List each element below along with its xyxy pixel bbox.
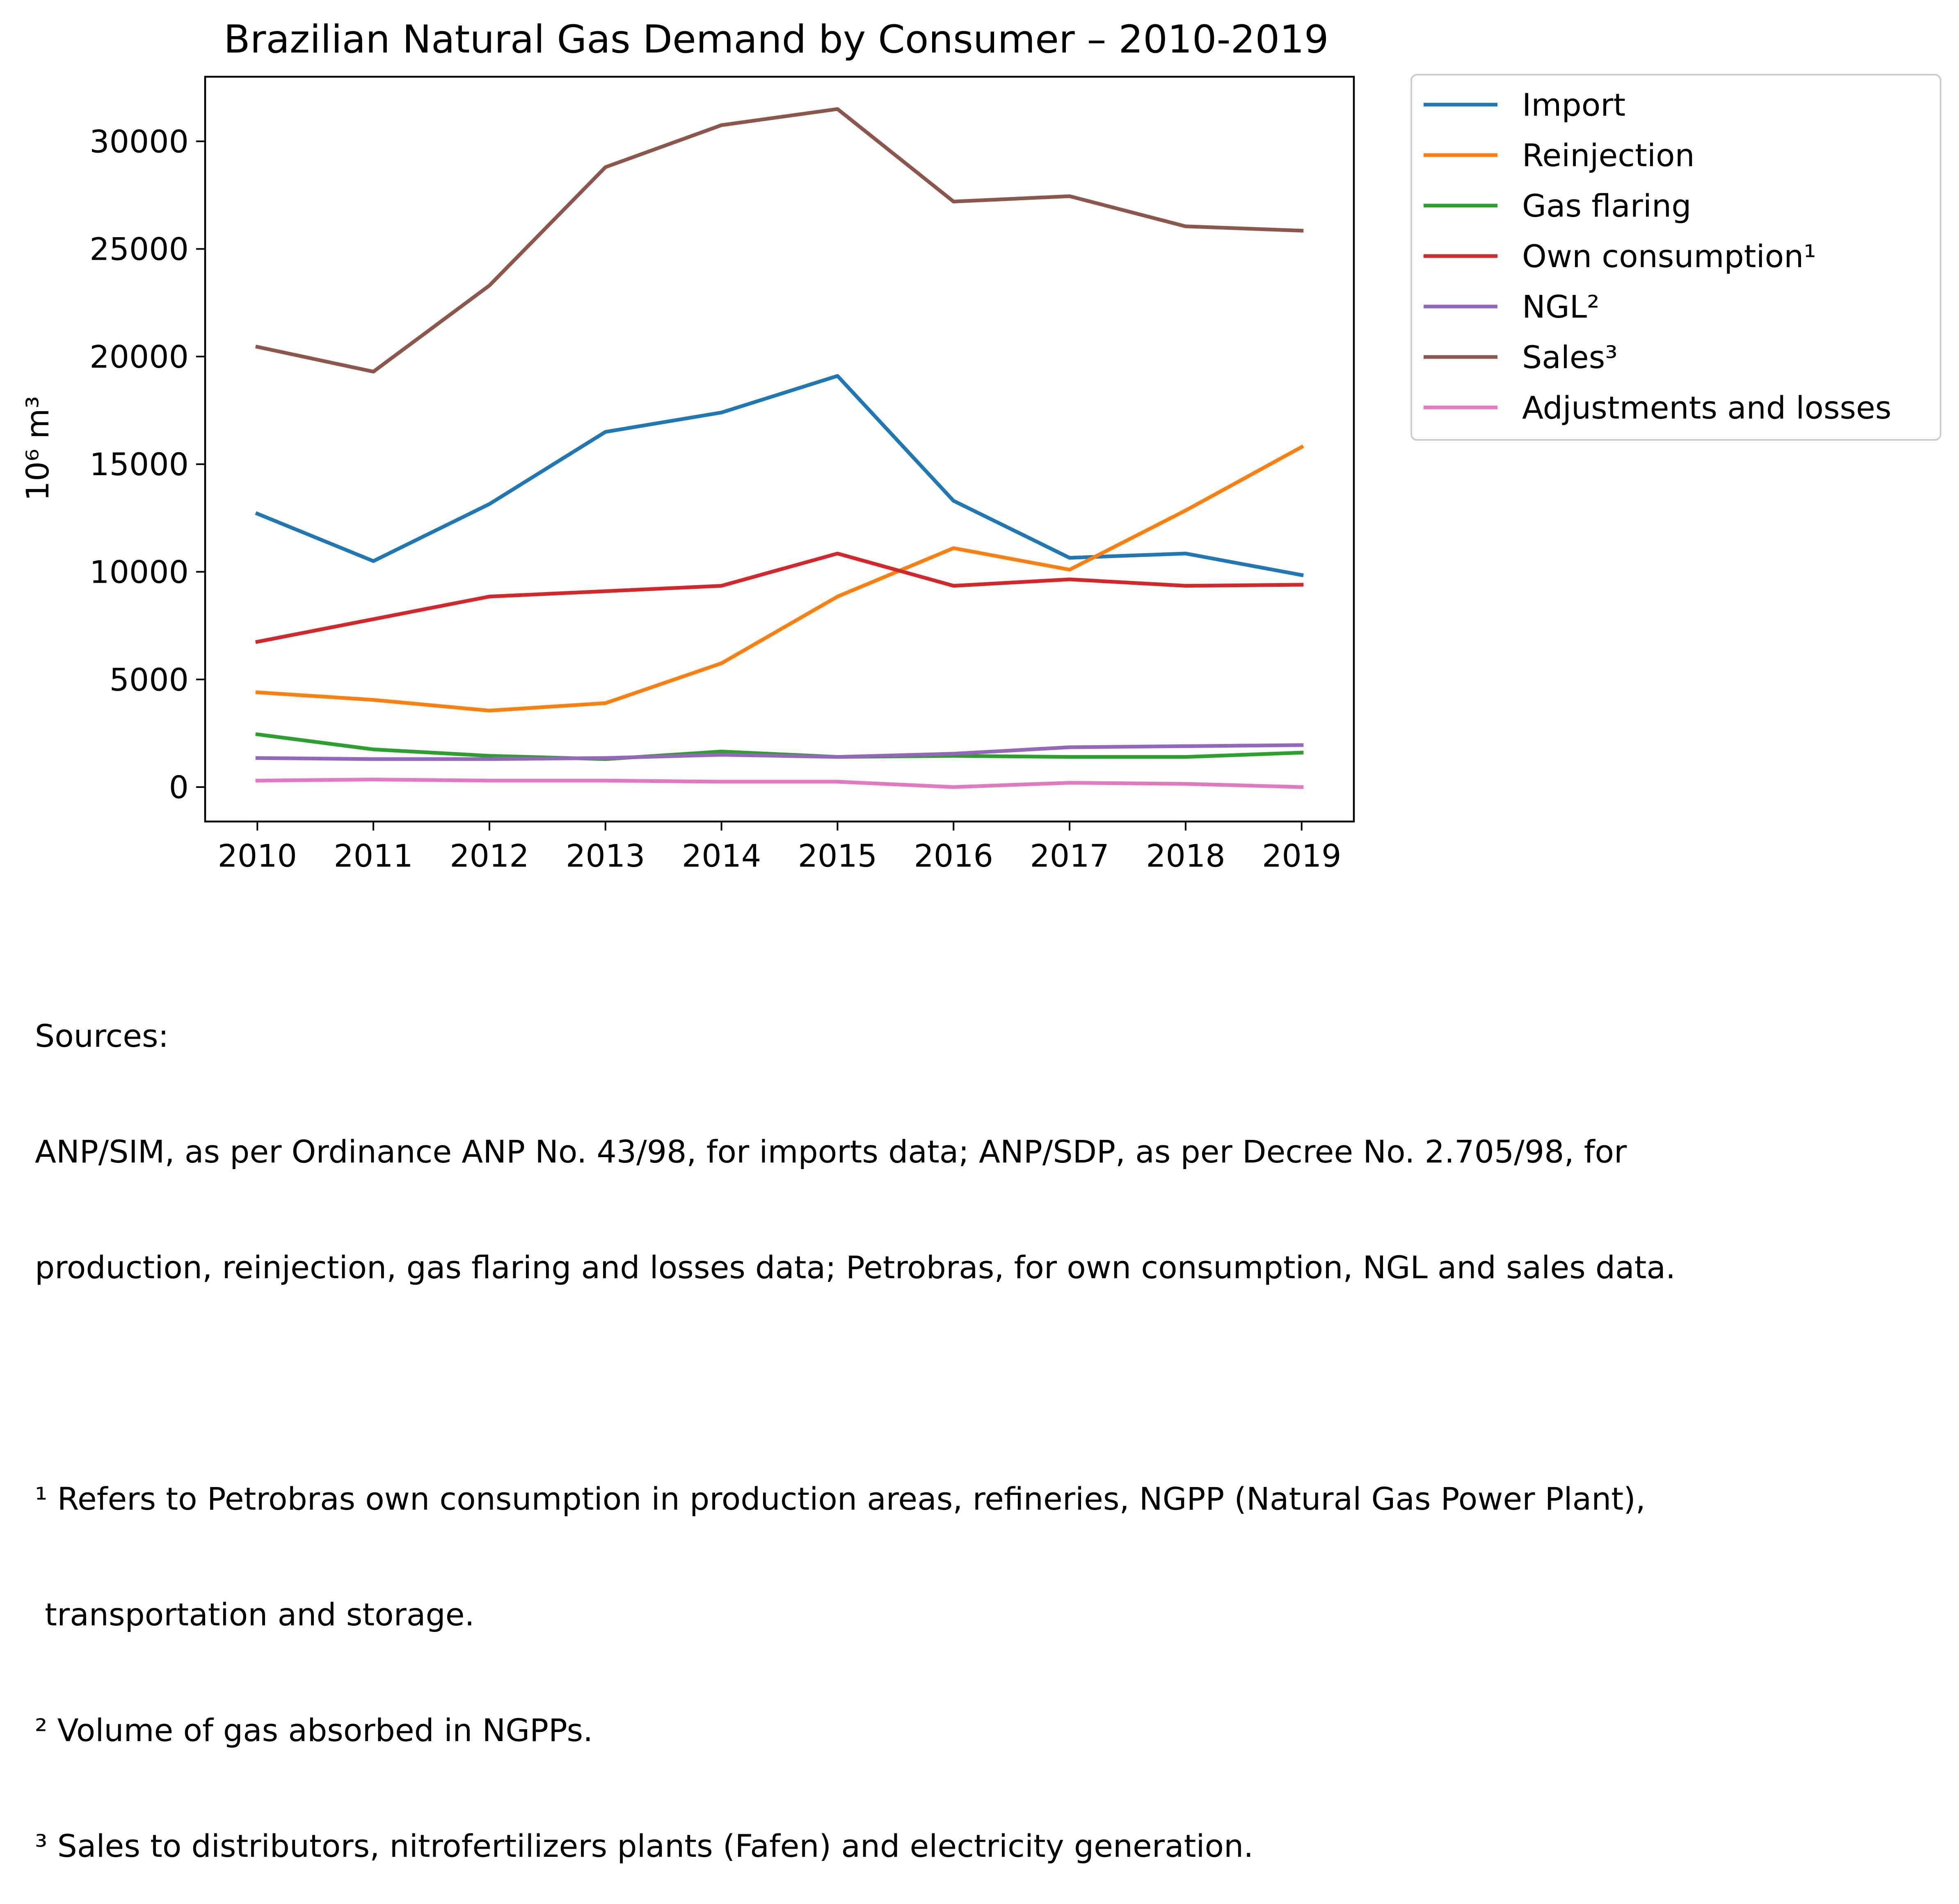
legend-frame <box>1410 74 1941 441</box>
x-tick-label: 2017 <box>1030 838 1109 874</box>
y-tick-label: 10000 <box>89 554 189 590</box>
notes-spacer <box>35 1364 1676 1403</box>
y-tick-label: 20000 <box>89 339 189 375</box>
legend-label: Sales³ <box>1522 339 1618 375</box>
series-line-4 <box>255 743 1304 761</box>
line-chart: Brazilian Natural Gas Demand by Consumer… <box>19 17 1941 874</box>
footnote-1-line-1: ¹ Refers to Petrobras own consumption in… <box>35 1481 1646 1517</box>
sources-line-1: ANP/SIM, as per Ordinance ANP No. 43/98,… <box>35 1133 1627 1170</box>
legend: Import Reinjection Gas flaring Own consumpt… <box>1410 74 1941 441</box>
footnote-1-line-2: transportation and storage. <box>35 1596 475 1633</box>
x-tick-label: 2012 <box>450 838 529 874</box>
x-tick-label: 2011 <box>334 838 413 874</box>
source-notes: Sources: ANP/SIM, as per Ordinance ANP N… <box>35 940 1676 1904</box>
series-line-5 <box>255 107 1304 374</box>
legend-label: Reinjection <box>1522 137 1695 174</box>
plot-lines <box>255 107 1304 789</box>
y-tick-label: 0 <box>169 769 189 806</box>
y-tick-label: 5000 <box>110 661 189 698</box>
series-line-1 <box>255 444 1304 713</box>
x-tick-label: 2010 <box>218 838 297 874</box>
series-line-6 <box>255 778 1304 789</box>
y-tick-label: 15000 <box>89 446 189 483</box>
x-axis-ticks: 2010 2011 2012 2013 2014 2015 2016 2017 2018 2019 <box>218 822 1341 874</box>
legend-label: Import <box>1522 87 1625 123</box>
legend-label: Adjustments and losses <box>1522 389 1891 426</box>
y-tick-label: 25000 <box>89 231 189 268</box>
x-tick-label: 2019 <box>1262 838 1341 874</box>
legend-label: Own consumption¹ <box>1522 238 1816 275</box>
x-tick-label: 2015 <box>798 838 877 874</box>
x-tick-label: 2016 <box>914 838 993 874</box>
series-line-0 <box>255 374 1304 577</box>
sources-line-2: production, reinjection, gas flaring and… <box>35 1249 1676 1286</box>
chart-title: Brazilian Natural Gas Demand by Consumer… <box>224 17 1329 62</box>
series-line-3 <box>255 552 1304 644</box>
y-tick-label: 30000 <box>89 123 189 160</box>
x-tick-label: 2018 <box>1146 838 1225 874</box>
x-tick-label: 2013 <box>566 838 645 874</box>
sources-heading: Sources: <box>35 1018 169 1054</box>
y-axis-ticks: 0 5000 10000 15000 20000 25000 30000 <box>89 123 205 806</box>
plot-frame <box>204 76 1355 823</box>
legend-label: NGL² <box>1522 288 1600 325</box>
legend-label: Gas flaring <box>1522 188 1691 224</box>
footnote-2: ² Volume of gas absorbed in NGPPs. <box>35 1712 593 1748</box>
footnote-3: ³ Sales to distributors, nitrofertilizer… <box>35 1828 1254 1864</box>
x-tick-label: 2014 <box>682 838 761 874</box>
y-axis-label: 10⁶ m³ <box>19 396 56 501</box>
